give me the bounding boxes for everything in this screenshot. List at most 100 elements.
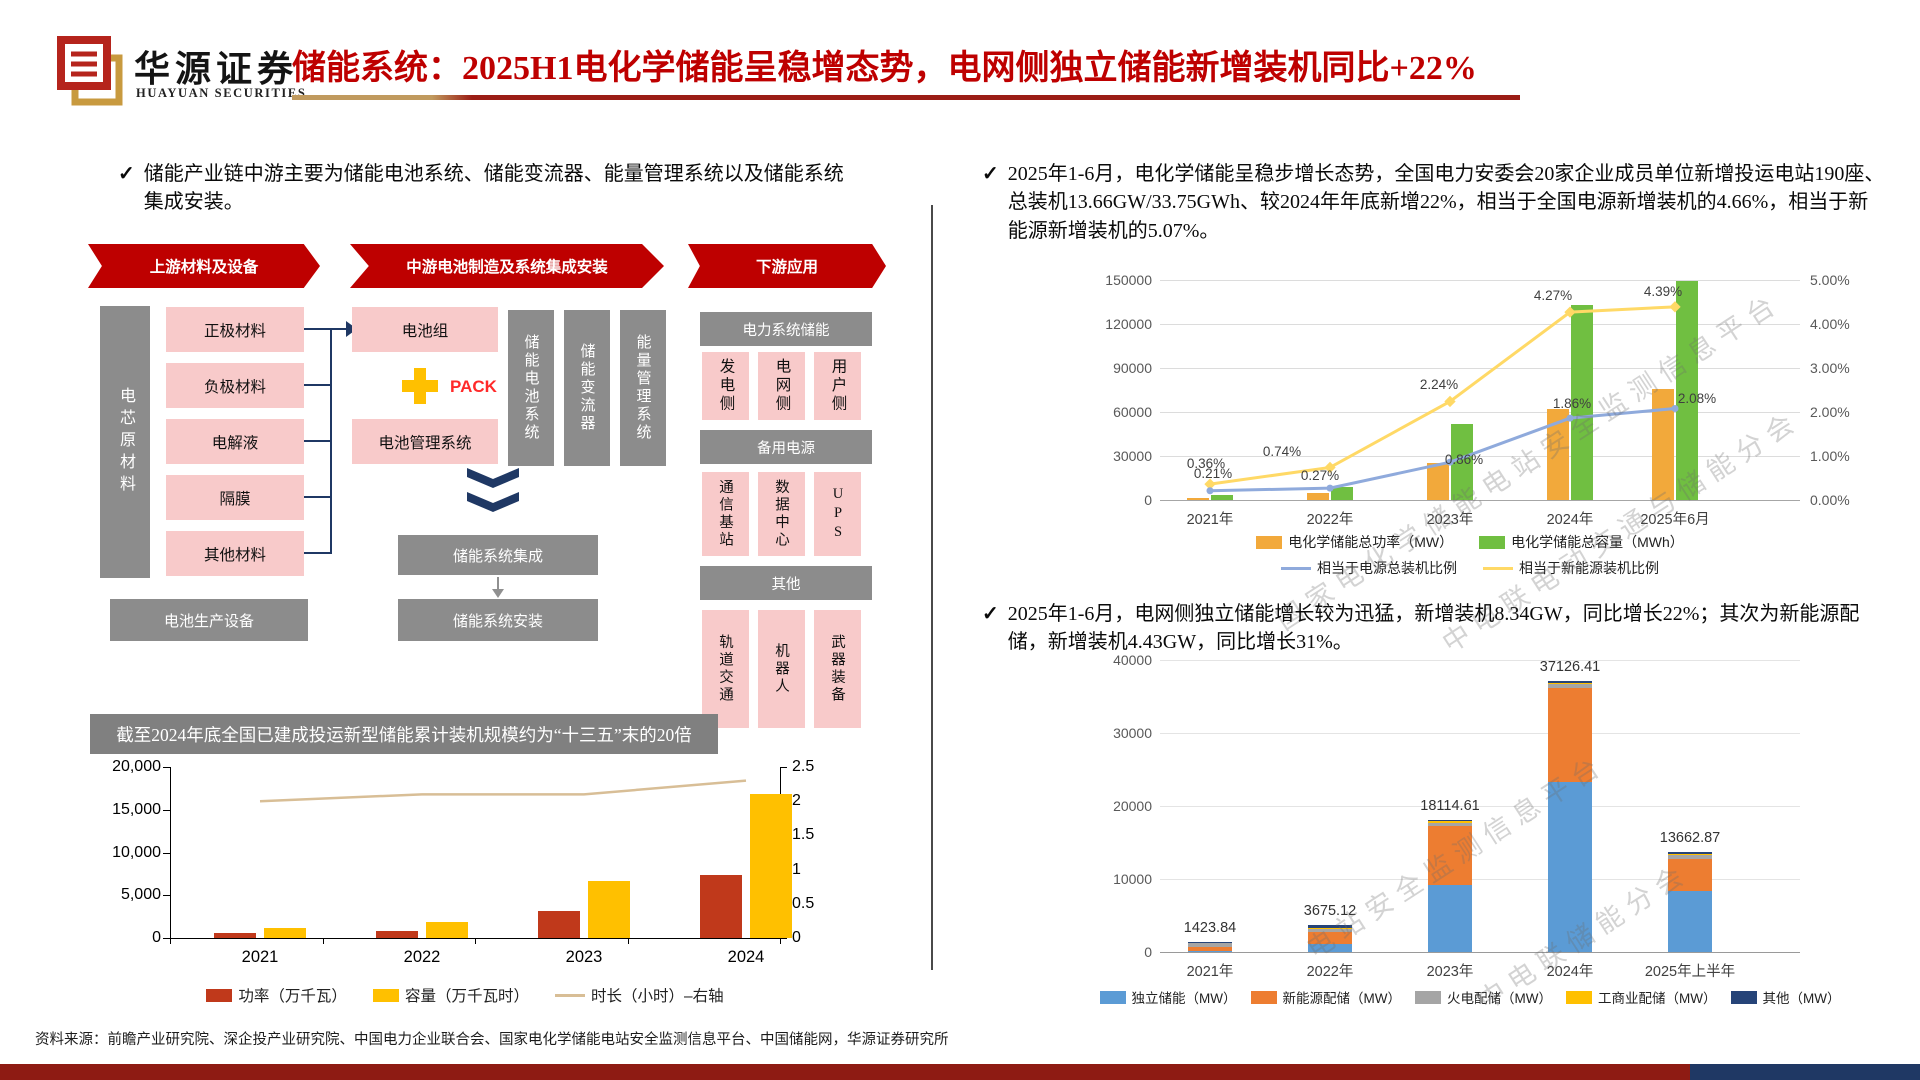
tick [163, 852, 170, 854]
axis-label: 37126.41 [1539, 658, 1601, 675]
connector-line [304, 496, 330, 498]
stacked-bar-segment [1308, 929, 1352, 932]
arrow-downstream-label: 下游应用 [755, 259, 818, 276]
material-box-separator: 隔膜 [166, 475, 304, 520]
arrow-downstream: 下游应用 [688, 244, 886, 288]
stacked-bar-segment [1188, 942, 1232, 947]
arrow-right-icon [346, 321, 357, 337]
stacked-bar-segment [1428, 819, 1472, 821]
gridline [1160, 280, 1800, 281]
pack-label: PACK [450, 377, 497, 396]
material-box-other: 其他材料 [166, 531, 304, 576]
stacked-bar-segment [1548, 687, 1592, 782]
axis-label: 2021年 [1186, 964, 1234, 980]
bar-power [214, 933, 256, 938]
bar-capacity-mwh [1211, 495, 1233, 500]
legend-item: 功率（万千瓦） [206, 984, 347, 1006]
gridline [1160, 660, 1800, 661]
footer-bar-blue [1690, 1064, 1920, 1080]
system-integration-box: 储能系统集成 [398, 535, 598, 575]
axis-label: 4.39% [1643, 283, 1683, 299]
chart-cumulative-storage: 20,000 15,000 10,000 5,000 0 2.5 2 1.5 1 0.5 0 2021… [95, 752, 835, 1012]
legend-swatch [554, 993, 585, 997]
chart-legend: 相当于电源总装机比例 相当于新能源装机比例 [1080, 558, 1860, 578]
axis-label: 0.86% [1444, 452, 1484, 468]
right-bullet-2-text: 2025年1-6月，电网侧独立储能增长较为迅猛，新增装机8.34GW，同比增长2… [1007, 603, 1860, 654]
cell-raw-materials-box: 电芯原材料 [100, 306, 150, 578]
legend-swatch [1483, 566, 1513, 570]
tick [780, 938, 781, 944]
axis-label: 1423.84 [1183, 919, 1237, 936]
axis-label: 20,000 [112, 758, 161, 775]
tick [322, 938, 324, 944]
legend-item: 电化学储能总功率（MW） [1256, 532, 1453, 552]
legend-item: 新能源配储（MW） [1250, 987, 1401, 1007]
robot-box: 机器人 [758, 610, 805, 728]
check-icon: ✓ [982, 603, 999, 625]
connector-line [304, 552, 330, 554]
bar-power [538, 911, 580, 938]
stacked-bar-segment [1188, 950, 1232, 952]
arrow-midstream: 中游电池制造及系统集成安装 [350, 244, 664, 288]
axis-label: 2.00% [1810, 404, 1850, 420]
legend-swatch [372, 988, 399, 1002]
system-installation-box: 储能系统安装 [398, 599, 598, 641]
tick [163, 809, 170, 811]
legend-item: 独立储能（MW） [1099, 987, 1237, 1007]
stacked-bar-segment [1668, 858, 1712, 892]
right-bullet-1: ✓ 2025年1-6月，电化学储能呈稳步增长态势，全国电力安委会20家企业成员单… [982, 160, 1887, 245]
axis-label: 2025年上半年 [1644, 964, 1736, 980]
stacked-bar-segment [1668, 891, 1712, 952]
chart-legend: 功率（万千瓦） 容量（万千瓦时） 时长（小时）–右轴 [95, 984, 835, 1006]
axis-label: 0 [1144, 944, 1152, 960]
chevron-down-icon [467, 492, 519, 512]
bar-power-mw [1652, 389, 1674, 500]
left-bullet-text: 储能产业链中游主要为储能电池系统、储能变流器、能量管理系统以及储能系统集成安装。 [143, 163, 844, 214]
axis-label: 4.00% [1810, 316, 1850, 332]
legend-item: 容量（万千瓦时） [372, 984, 529, 1006]
axis-label: 1.00% [1810, 448, 1850, 464]
weapons-box: 武器装备 [814, 610, 861, 728]
bar-power [700, 874, 742, 938]
chart-legend: 独立储能（MW） 新能源配储（MW） 火电配储（MW） 工商业配储（MW） 其他（MW） [1080, 987, 1860, 1007]
axis-label: 2 [792, 792, 801, 810]
telecom-base-box: 通信基站 [702, 472, 749, 556]
axis-label: 1.5 [792, 826, 815, 844]
axis-label: 2022年 [1306, 512, 1354, 528]
stacked-bar-segment [1308, 931, 1352, 944]
bms-box: 电池管理系统 [352, 419, 498, 464]
title-underline [292, 95, 1520, 100]
gridline [1160, 733, 1800, 734]
material-box-cathode: 正极材料 [166, 307, 304, 352]
bar-capacity [264, 928, 306, 938]
axis-label: 0 [1144, 492, 1152, 508]
arrow-down-icon [497, 577, 499, 590]
axis-label: 13662.87 [1659, 830, 1721, 847]
axis-label: 1 [792, 860, 801, 878]
axis-label: 5.00% [1810, 272, 1850, 288]
storage-battery-system-bar: 储能电池系统 [508, 310, 554, 466]
connector-line [304, 440, 330, 442]
legend-item: 相当于新能源装机比例 [1483, 558, 1659, 578]
axis-label: 30000 [1113, 448, 1152, 464]
legend-swatch [1566, 990, 1592, 1004]
bar-capacity [426, 921, 468, 938]
axis-label: 90000 [1113, 360, 1152, 376]
arrow-midstream-label: 中游电池制造及系统集成安装 [406, 259, 608, 276]
left-bullet: ✓ 储能产业链中游主要为储能电池系统、储能变流器、能量管理系统以及储能系统集成安… [118, 160, 844, 217]
arrow-upstream-label: 上游材料及设备 [149, 259, 259, 276]
legend-item: 相当于电源总装机比例 [1281, 558, 1457, 578]
stacked-bar-segment [1668, 853, 1712, 856]
bar-power-mw [1187, 497, 1209, 500]
bar-power-mw [1427, 463, 1449, 500]
axis-label: 150000 [1105, 272, 1152, 288]
bar-capacity-mwh [1451, 423, 1473, 500]
axis-label: 2024年 [1546, 512, 1594, 528]
axis-label: 3.00% [1810, 360, 1850, 376]
bar-power-mw [1547, 409, 1569, 500]
battery-pack-box: 电池组 [352, 307, 498, 352]
logo-text-cn: 华源证券 [134, 49, 299, 89]
bar-capacity [588, 880, 630, 938]
gridline [1160, 412, 1800, 413]
